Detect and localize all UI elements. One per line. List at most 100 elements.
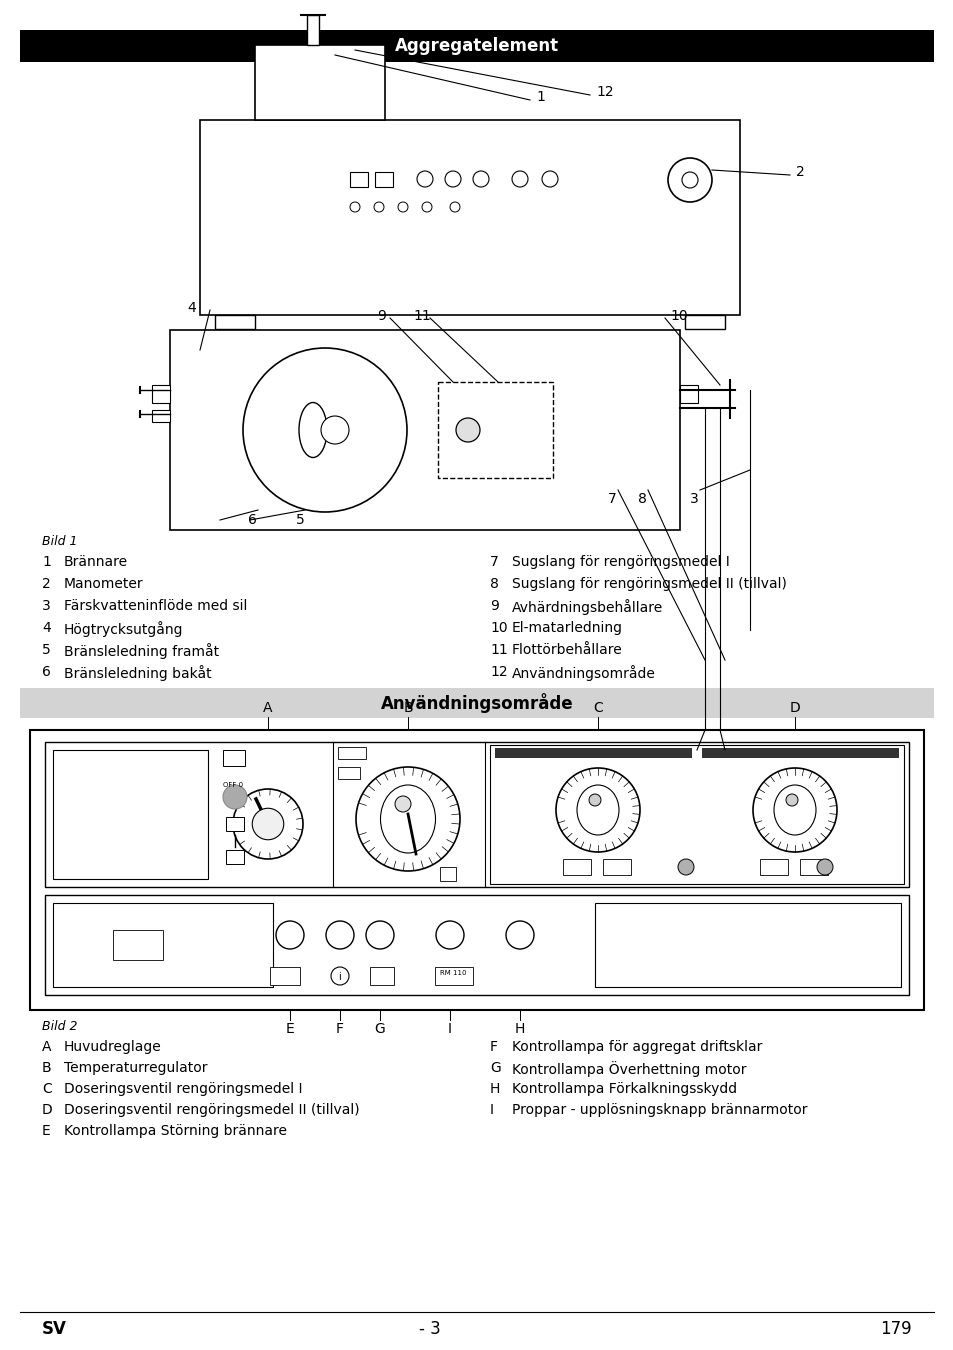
- Circle shape: [350, 202, 359, 212]
- Text: 4: 4: [188, 301, 196, 315]
- Text: 12: 12: [596, 85, 613, 99]
- Text: 1: 1: [42, 555, 51, 568]
- Bar: [45, 743, 908, 887]
- Circle shape: [397, 202, 408, 212]
- Circle shape: [681, 171, 698, 188]
- Text: El-matarledning: El-matarledning: [512, 621, 622, 634]
- Bar: [337, 767, 359, 779]
- Bar: [602, 859, 630, 875]
- Text: Användningsområde: Användningsområde: [380, 693, 573, 713]
- Ellipse shape: [773, 784, 815, 836]
- Bar: [226, 817, 244, 832]
- Bar: [760, 859, 787, 875]
- Bar: [20, 30, 933, 62]
- Text: E: E: [42, 1125, 51, 1138]
- Text: Flottörbehållare: Flottörbehållare: [512, 643, 622, 657]
- Text: 3: 3: [42, 599, 51, 613]
- Text: Användningsområde: Användningsområde: [512, 666, 656, 680]
- Circle shape: [556, 768, 639, 852]
- Text: D: D: [42, 1103, 52, 1116]
- Bar: [152, 385, 170, 404]
- Text: F: F: [335, 1022, 344, 1035]
- Circle shape: [678, 859, 693, 875]
- Bar: [30, 730, 923, 1010]
- Text: 6: 6: [247, 513, 256, 526]
- Circle shape: [512, 171, 527, 188]
- Text: 7: 7: [490, 555, 498, 568]
- Text: Temperaturregulator: Temperaturregulator: [64, 1061, 208, 1075]
- Text: Bild 1: Bild 1: [42, 535, 77, 548]
- Text: B: B: [42, 1061, 51, 1075]
- Bar: [595, 903, 900, 987]
- Circle shape: [719, 744, 730, 756]
- Text: 5: 5: [295, 513, 304, 526]
- Bar: [437, 382, 553, 478]
- Circle shape: [450, 202, 459, 212]
- Text: Kontrollampa för aggregat driftsklar: Kontrollampa för aggregat driftsklar: [512, 1040, 761, 1054]
- Text: OFF 0: OFF 0: [223, 782, 243, 788]
- Bar: [170, 329, 679, 531]
- Bar: [350, 171, 368, 188]
- Circle shape: [444, 171, 460, 188]
- Text: 5: 5: [42, 643, 51, 657]
- Bar: [307, 15, 318, 45]
- Bar: [337, 747, 366, 759]
- Text: 179: 179: [880, 1320, 911, 1338]
- Text: 12: 12: [490, 666, 507, 679]
- Text: Bränsleledning framåt: Bränsleledning framåt: [64, 643, 219, 659]
- Text: i: i: [338, 972, 341, 981]
- Bar: [435, 967, 473, 985]
- Text: F: F: [490, 1040, 497, 1054]
- Circle shape: [395, 796, 411, 811]
- Text: G: G: [490, 1061, 500, 1075]
- Text: C: C: [42, 1081, 51, 1096]
- Text: Högtrycksutgång: Högtrycksutgång: [64, 621, 183, 637]
- Text: C: C: [593, 701, 602, 716]
- Text: SV: SV: [42, 1320, 67, 1338]
- Bar: [20, 688, 933, 718]
- Circle shape: [243, 348, 407, 512]
- Text: - 3: - 3: [418, 1320, 440, 1338]
- Text: Proppar - upplösningsknapp brännarmotor: Proppar - upplösningsknapp brännarmotor: [512, 1103, 806, 1116]
- Text: 2: 2: [42, 576, 51, 591]
- Bar: [254, 45, 385, 120]
- Text: E: E: [285, 1022, 294, 1035]
- Circle shape: [541, 171, 558, 188]
- Bar: [53, 903, 273, 987]
- Text: Manometer: Manometer: [64, 576, 144, 591]
- Text: 11: 11: [490, 643, 507, 657]
- Text: G: G: [375, 1022, 385, 1035]
- Bar: [270, 967, 299, 985]
- Circle shape: [223, 784, 247, 809]
- Text: Sugslang för rengöringsmedel II (tillval): Sugslang för rengöringsmedel II (tillval…: [512, 576, 786, 591]
- Circle shape: [667, 158, 711, 202]
- Text: Doseringsventil rengöringsmedel I: Doseringsventil rengöringsmedel I: [64, 1081, 302, 1096]
- Bar: [226, 850, 244, 864]
- Text: 8: 8: [490, 576, 498, 591]
- Text: Aggregatelement: Aggregatelement: [395, 36, 558, 55]
- Circle shape: [421, 202, 432, 212]
- Text: B: B: [403, 701, 413, 716]
- Bar: [53, 751, 208, 879]
- Text: Bränsleledning bakåt: Bränsleledning bakåt: [64, 666, 212, 680]
- Circle shape: [456, 418, 479, 441]
- Bar: [800, 859, 827, 875]
- Ellipse shape: [298, 402, 327, 458]
- Ellipse shape: [380, 784, 435, 853]
- Circle shape: [473, 171, 489, 188]
- Text: 10: 10: [669, 309, 687, 323]
- Circle shape: [690, 744, 702, 756]
- Circle shape: [275, 921, 304, 949]
- Text: 4: 4: [42, 621, 51, 634]
- Text: Sugslang för rengöringsmedel I: Sugslang för rengöringsmedel I: [512, 555, 729, 568]
- Bar: [562, 859, 590, 875]
- Text: 10: 10: [490, 621, 507, 634]
- Bar: [45, 895, 908, 995]
- Text: Bild 2: Bild 2: [42, 1021, 77, 1033]
- Circle shape: [752, 768, 836, 852]
- Text: 3: 3: [689, 491, 698, 506]
- Bar: [701, 748, 898, 757]
- Circle shape: [416, 171, 433, 188]
- Text: D: D: [789, 701, 800, 716]
- Circle shape: [505, 921, 534, 949]
